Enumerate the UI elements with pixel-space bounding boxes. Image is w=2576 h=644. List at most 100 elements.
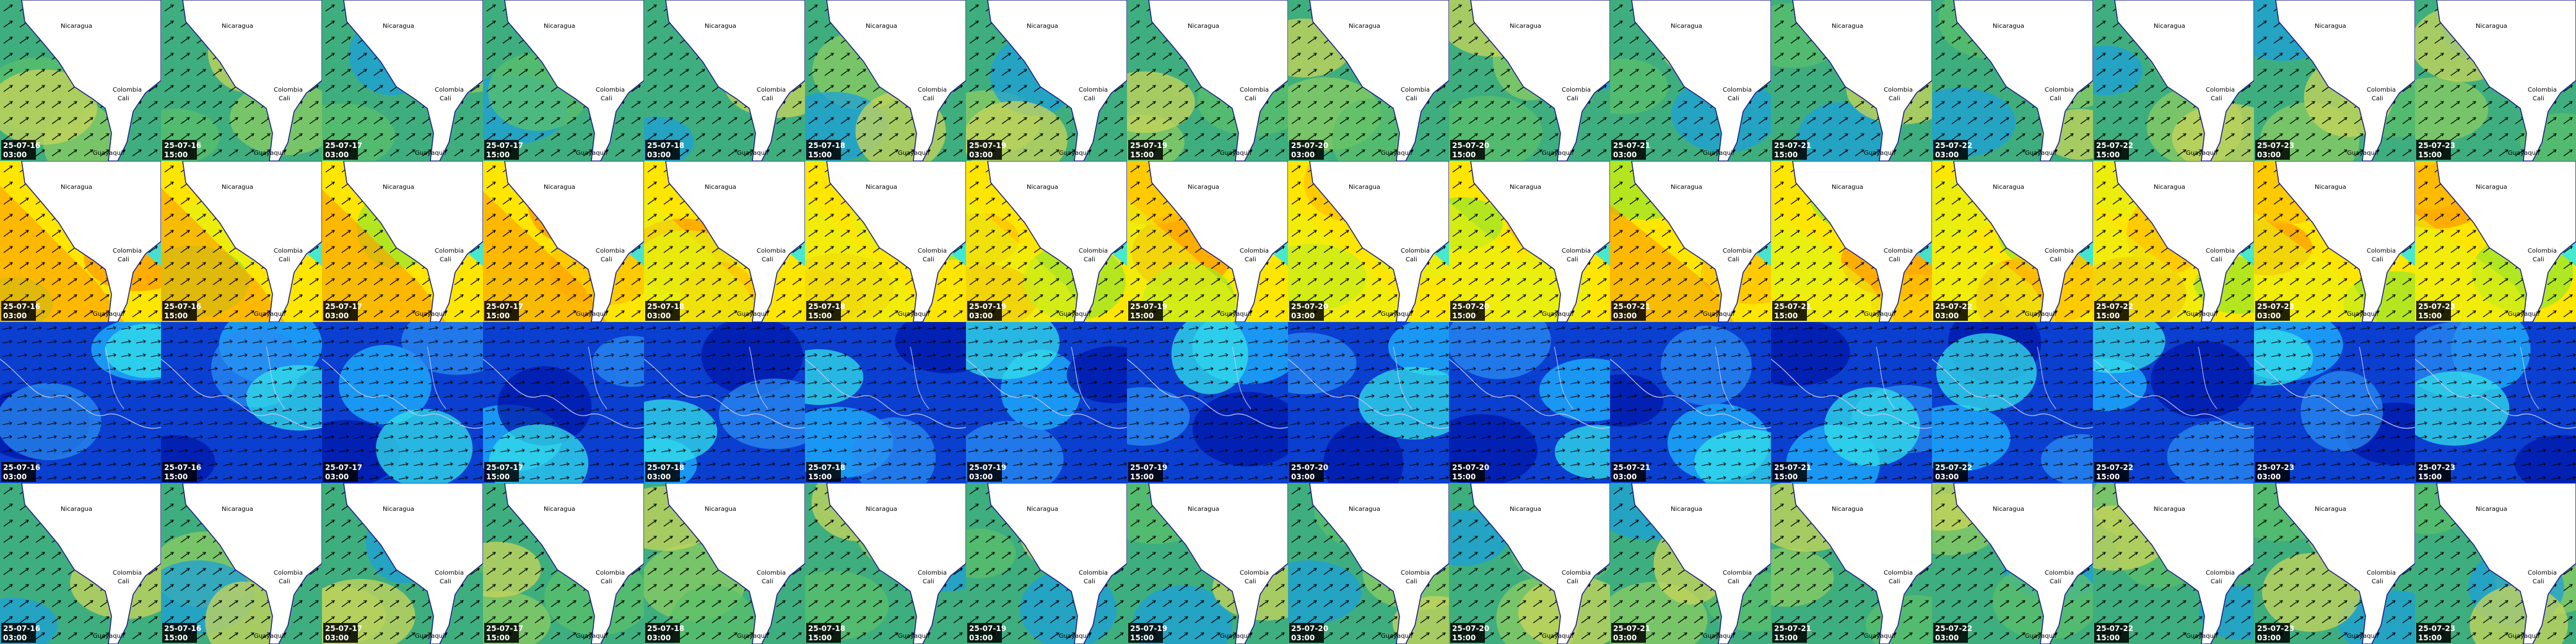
coastline [2520,346,2539,409]
frame-time: 15:00 [2096,150,2120,159]
land-mass [2275,0,2415,161]
stamp-bg [1289,140,1324,160]
place-label: Cali [1406,95,1417,102]
coastline [322,359,483,429]
place-label: Colombia [1401,570,1430,577]
place-label: Guayaquil [1381,311,1412,318]
place-label: Colombia [1723,570,1752,577]
place-label: Guayaquil [415,311,446,318]
stamp-bg [162,140,197,160]
coastline [2415,359,2576,429]
frame-time: 03:00 [647,311,671,320]
frame-time: 03:00 [969,150,993,159]
frame-time: 15:00 [486,311,510,320]
place-label: Guayaquil [2508,311,2539,318]
place-label: Guayaquil [2025,311,2056,318]
frame-date: 25-07-23 [2418,302,2455,311]
place-label: Colombia [1562,248,1591,255]
place-label: Guayaquil [1864,150,1895,157]
place-label: Nicaragua [1349,184,1380,191]
frame-date: 25-07-23 [2257,302,2294,311]
frame-time: 15:00 [2096,472,2120,481]
place-label: Guayaquil [93,311,124,318]
place-label: Nicaragua [222,184,253,191]
land-mass [21,161,161,322]
place-label: Nicaragua [1993,506,2024,513]
land-mass [2114,483,2254,644]
place-label: Colombia [596,570,625,577]
stamp-bg [2255,301,2290,321]
place-label: Guayaquil [1059,311,1090,318]
place-label: Guayaquil [93,633,124,640]
place-label: Guayaquil [2025,150,2056,157]
place-label: Nicaragua [1188,184,1219,191]
stamp-bg [806,140,841,160]
frame-time: 15:00 [486,150,510,159]
coastline [1288,359,1449,429]
frame-time: 03:00 [1935,150,1959,159]
coastline [805,359,966,429]
place-label: Guayaquil [1542,633,1573,640]
frame-time: 03:00 [325,150,349,159]
frame-date: 25-07-22 [2096,463,2133,472]
frame-date: 25-07-16 [164,302,201,311]
frame-time: 03:00 [1291,150,1315,159]
place-label: Guayaquil [1703,633,1734,640]
place-label: Colombia [757,248,786,255]
frame-date: 25-07-21 [1613,302,1650,311]
frame-time: 15:00 [164,472,188,481]
place-label: Colombia [2206,570,2235,577]
place-label: Cali [1245,578,1256,585]
land-mass [987,0,1127,161]
frame-time: 15:00 [164,633,188,642]
place-label: Colombia [1562,87,1591,94]
stamp-bg [1611,462,1646,482]
frame-time: 03:00 [969,633,993,642]
frame-date: 25-07-21 [1613,624,1650,633]
place-label: Colombia [1884,87,1913,94]
land-mass [826,161,966,322]
place-label: Guayaquil [1220,311,1251,318]
coastline [483,359,644,429]
wind-arrows [966,322,1127,483]
coastline [161,359,322,429]
frame-date: 25-07-23 [2418,624,2455,633]
place-label: Cali [1406,256,1417,263]
coastline [1393,346,1412,409]
frame-date: 25-07-16 [164,624,201,633]
place-label: Cali [923,578,934,585]
place-label: Guayaquil [898,311,929,318]
place-label: Cali [762,256,773,263]
place-label: Nicaragua [1510,184,1541,191]
land-mass [1309,161,1449,322]
place-label: Nicaragua [1832,184,1863,191]
frame-date: 25-07-23 [2257,463,2294,472]
place-label: Colombia [1079,570,1108,577]
frame-date: 25-07-19 [1130,624,1167,633]
place-label: Cali [601,578,612,585]
